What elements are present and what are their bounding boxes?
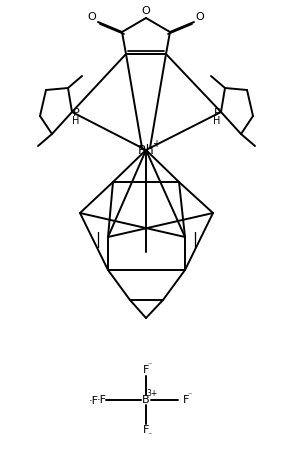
Text: P: P <box>214 108 220 118</box>
Text: +: + <box>152 139 160 149</box>
Text: F: F <box>143 365 149 375</box>
Text: P: P <box>73 108 79 118</box>
Text: O: O <box>142 6 150 16</box>
Text: |: | <box>96 232 100 248</box>
Text: ·F: ·F <box>89 396 99 406</box>
Text: ·F: ·F <box>97 395 107 405</box>
Text: ⁻: ⁻ <box>188 390 192 399</box>
Text: ⁻: ⁻ <box>148 430 152 439</box>
Text: 3+: 3+ <box>146 389 158 398</box>
Text: Rh: Rh <box>138 143 154 157</box>
Text: H: H <box>72 116 80 126</box>
Text: F: F <box>183 395 189 405</box>
Text: O: O <box>88 12 96 22</box>
Text: B: B <box>142 395 150 405</box>
Text: H: H <box>213 116 221 126</box>
Text: |: | <box>193 232 197 248</box>
Text: F: F <box>143 425 149 435</box>
Text: O: O <box>196 12 205 22</box>
Text: ⁻: ⁻ <box>148 361 152 370</box>
